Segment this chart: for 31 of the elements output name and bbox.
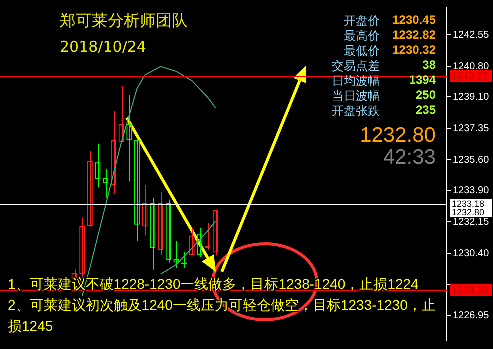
annotation: 开盘价	[344, 13, 380, 30]
y-tick-label: 1226.95	[453, 310, 490, 322]
y-tick-label: 1242.55	[453, 30, 490, 41]
annotation: 250	[416, 88, 436, 102]
annotation: 1232.82	[392, 28, 436, 42]
y-tick-label: 1235.60	[453, 154, 490, 166]
text: 2018/10/24	[60, 38, 146, 56]
ref-line-label: 1240.27	[452, 71, 489, 82]
y-tick-label: 1230.40	[453, 248, 490, 260]
annotation: 开盘张跌	[332, 103, 380, 120]
chart-title: 郑可莱分析师团队	[60, 11, 188, 32]
ref-line-label: 1233.18	[452, 198, 485, 209]
annotation: 最高价	[344, 28, 380, 45]
y-tick-label: 1232.15	[453, 216, 490, 228]
annotation: 当日波幅	[332, 88, 380, 105]
y-tick-label: 1233.90	[453, 185, 490, 196]
annotation: 38	[422, 58, 436, 72]
y-tick-label: 1239.10	[453, 92, 490, 103]
y-tick-label: 1240.80	[453, 61, 490, 72]
annotation: 1394	[409, 73, 436, 87]
annotation: 日均波幅	[332, 73, 380, 90]
annotation: 1232.80	[360, 124, 436, 148]
y-tick-label: 1237.35	[453, 123, 490, 134]
annotation: 42:33	[383, 146, 436, 170]
annotation: 最低价	[344, 43, 380, 60]
annotation: 1230.45	[392, 13, 436, 27]
annotation: 交易点差	[332, 58, 380, 75]
ref-line-label: 1228.36	[452, 285, 489, 296]
annotation: 235	[416, 103, 436, 117]
annotation: 1230.32	[392, 43, 436, 57]
text: 1232.80	[452, 207, 485, 218]
